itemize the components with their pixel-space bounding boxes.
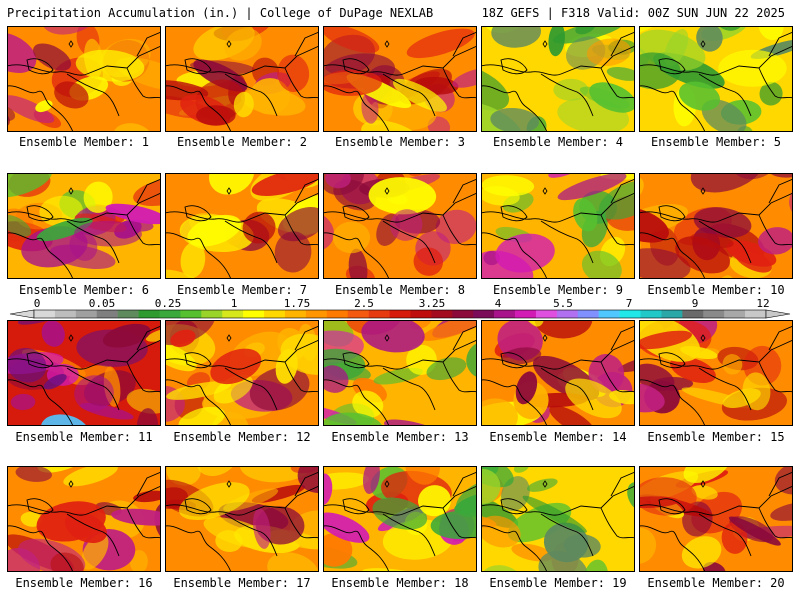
ensemble-label: Ensemble Member: 3 bbox=[334, 135, 466, 149]
colorbar-swatch bbox=[535, 310, 558, 318]
ensemble-label: Ensemble Member: 18 bbox=[331, 576, 469, 590]
colorbar-swatch bbox=[201, 310, 223, 318]
colorbar-tick-label: 0.25 bbox=[154, 297, 182, 310]
colorbar-swatch bbox=[640, 310, 662, 318]
colorbar-swatch bbox=[180, 310, 202, 318]
ensemble-map-9 bbox=[481, 173, 635, 279]
ensemble-map-4 bbox=[481, 26, 635, 132]
colorbar-max-arrow bbox=[765, 309, 791, 319]
ensemble-map-13 bbox=[323, 320, 477, 426]
ensemble-map-5 bbox=[639, 26, 793, 132]
ensemble-map-6 bbox=[7, 173, 161, 279]
colorbar-tick-label: 3.25 bbox=[418, 297, 446, 310]
ensemble-map-3 bbox=[323, 26, 477, 132]
colorbar-tick-label: 1 bbox=[230, 297, 238, 310]
colorbar-swatch bbox=[494, 310, 516, 318]
ensemble-map-19 bbox=[481, 466, 635, 572]
chart-title: Precipitation Accumulation (in.) | Colle… bbox=[7, 6, 434, 20]
ensemble-label: Ensemble Member: 13 bbox=[331, 430, 469, 444]
ensemble-map-17 bbox=[165, 466, 319, 572]
ensemble-label: Ensemble Member: 4 bbox=[492, 135, 624, 149]
colorbar-swatch bbox=[661, 310, 683, 318]
colorbar-swatch bbox=[473, 310, 495, 318]
ensemble-label: Ensemble Member: 17 bbox=[173, 576, 311, 590]
colorbar-swatch bbox=[284, 310, 307, 318]
colorbar-swatch bbox=[452, 310, 474, 318]
colorbar-tick-label: 4 bbox=[494, 297, 502, 310]
ensemble-label: Ensemble Member: 7 bbox=[176, 283, 308, 297]
colorbar-swatch bbox=[117, 310, 139, 318]
colorbar-tick-label: 2.5 bbox=[354, 297, 374, 310]
colorbar-swatch bbox=[34, 310, 56, 318]
colorbar-swatch bbox=[515, 310, 537, 318]
ensemble-label: Ensemble Member: 1 bbox=[18, 135, 150, 149]
colorbar-min-arrow bbox=[9, 309, 35, 319]
ensemble-label: Ensemble Member: 20 bbox=[647, 576, 785, 590]
ensemble-label: Ensemble Member: 2 bbox=[176, 135, 308, 149]
colorbar-swatch bbox=[682, 310, 704, 318]
ensemble-label: Ensemble Member: 12 bbox=[173, 430, 311, 444]
ensemble-map-7 bbox=[165, 173, 319, 279]
colorbar-swatch bbox=[598, 310, 620, 318]
colorbar bbox=[9, 309, 791, 319]
colorbar-swatch bbox=[264, 310, 286, 318]
ensemble-map-1 bbox=[7, 26, 161, 132]
ensemble-label: Ensemble Member: 5 bbox=[650, 135, 782, 149]
ensemble-map-15 bbox=[639, 320, 793, 426]
colorbar-swatch bbox=[556, 310, 579, 318]
colorbar-swatch bbox=[368, 310, 390, 318]
colorbar-swatch bbox=[305, 310, 328, 318]
ensemble-label: Ensemble Member: 6 bbox=[18, 283, 150, 297]
ensemble-map-14 bbox=[481, 320, 635, 426]
run-info: 18Z GEFS | F318 Valid: 00Z SUN JUN 22 20… bbox=[481, 6, 785, 20]
ensemble-map-2 bbox=[165, 26, 319, 132]
ensemble-label: Ensemble Member: 9 bbox=[492, 283, 624, 297]
colorbar-swatch bbox=[619, 310, 641, 318]
colorbar-swatch bbox=[222, 310, 244, 318]
ensemble-label: Ensemble Member: 16 bbox=[15, 576, 153, 590]
ensemble-label: Ensemble Member: 15 bbox=[647, 430, 785, 444]
colorbar-swatch bbox=[703, 310, 725, 318]
colorbar-swatch bbox=[347, 310, 369, 318]
ensemble-label: Ensemble Member: 19 bbox=[489, 576, 627, 590]
colorbar-swatch bbox=[159, 310, 181, 318]
colorbar-tick-label: 0 bbox=[33, 297, 41, 310]
colorbar-tick-label: 1.75 bbox=[283, 297, 311, 310]
colorbar-swatch bbox=[410, 310, 432, 318]
colorbar-swatch bbox=[724, 310, 746, 318]
colorbar-tick-label: 9 bbox=[691, 297, 699, 310]
colorbar-swatch bbox=[577, 310, 599, 318]
ensemble-map-11 bbox=[7, 320, 161, 426]
colorbar-swatch bbox=[138, 310, 160, 318]
ensemble-label: Ensemble Member: 14 bbox=[489, 430, 627, 444]
colorbar-swatch bbox=[326, 310, 349, 318]
colorbar-swatch bbox=[431, 310, 453, 318]
colorbar-tick-label: 0.05 bbox=[88, 297, 116, 310]
colorbar-tick-label: 7 bbox=[625, 297, 633, 310]
colorbar-swatch bbox=[389, 310, 411, 318]
ensemble-map-10 bbox=[639, 173, 793, 279]
ensemble-map-16 bbox=[7, 466, 161, 572]
colorbar-swatch bbox=[54, 310, 77, 318]
ensemble-label: Ensemble Member: 8 bbox=[334, 283, 466, 297]
colorbar-swatch bbox=[243, 310, 265, 318]
colorbar-tick-label: 5.5 bbox=[553, 297, 573, 310]
colorbar-swatch bbox=[96, 310, 118, 318]
ensemble-map-8 bbox=[323, 173, 477, 279]
ensemble-map-12 bbox=[165, 320, 319, 426]
ensemble-map-18 bbox=[323, 466, 477, 572]
colorbar-swatch bbox=[75, 310, 98, 318]
ensemble-label: Ensemble Member: 10 bbox=[647, 283, 785, 297]
colorbar-tick-label: 12 bbox=[756, 297, 770, 310]
colorbar-swatch bbox=[745, 310, 767, 318]
ensemble-label: Ensemble Member: 11 bbox=[15, 430, 153, 444]
ensemble-map-20 bbox=[639, 466, 793, 572]
